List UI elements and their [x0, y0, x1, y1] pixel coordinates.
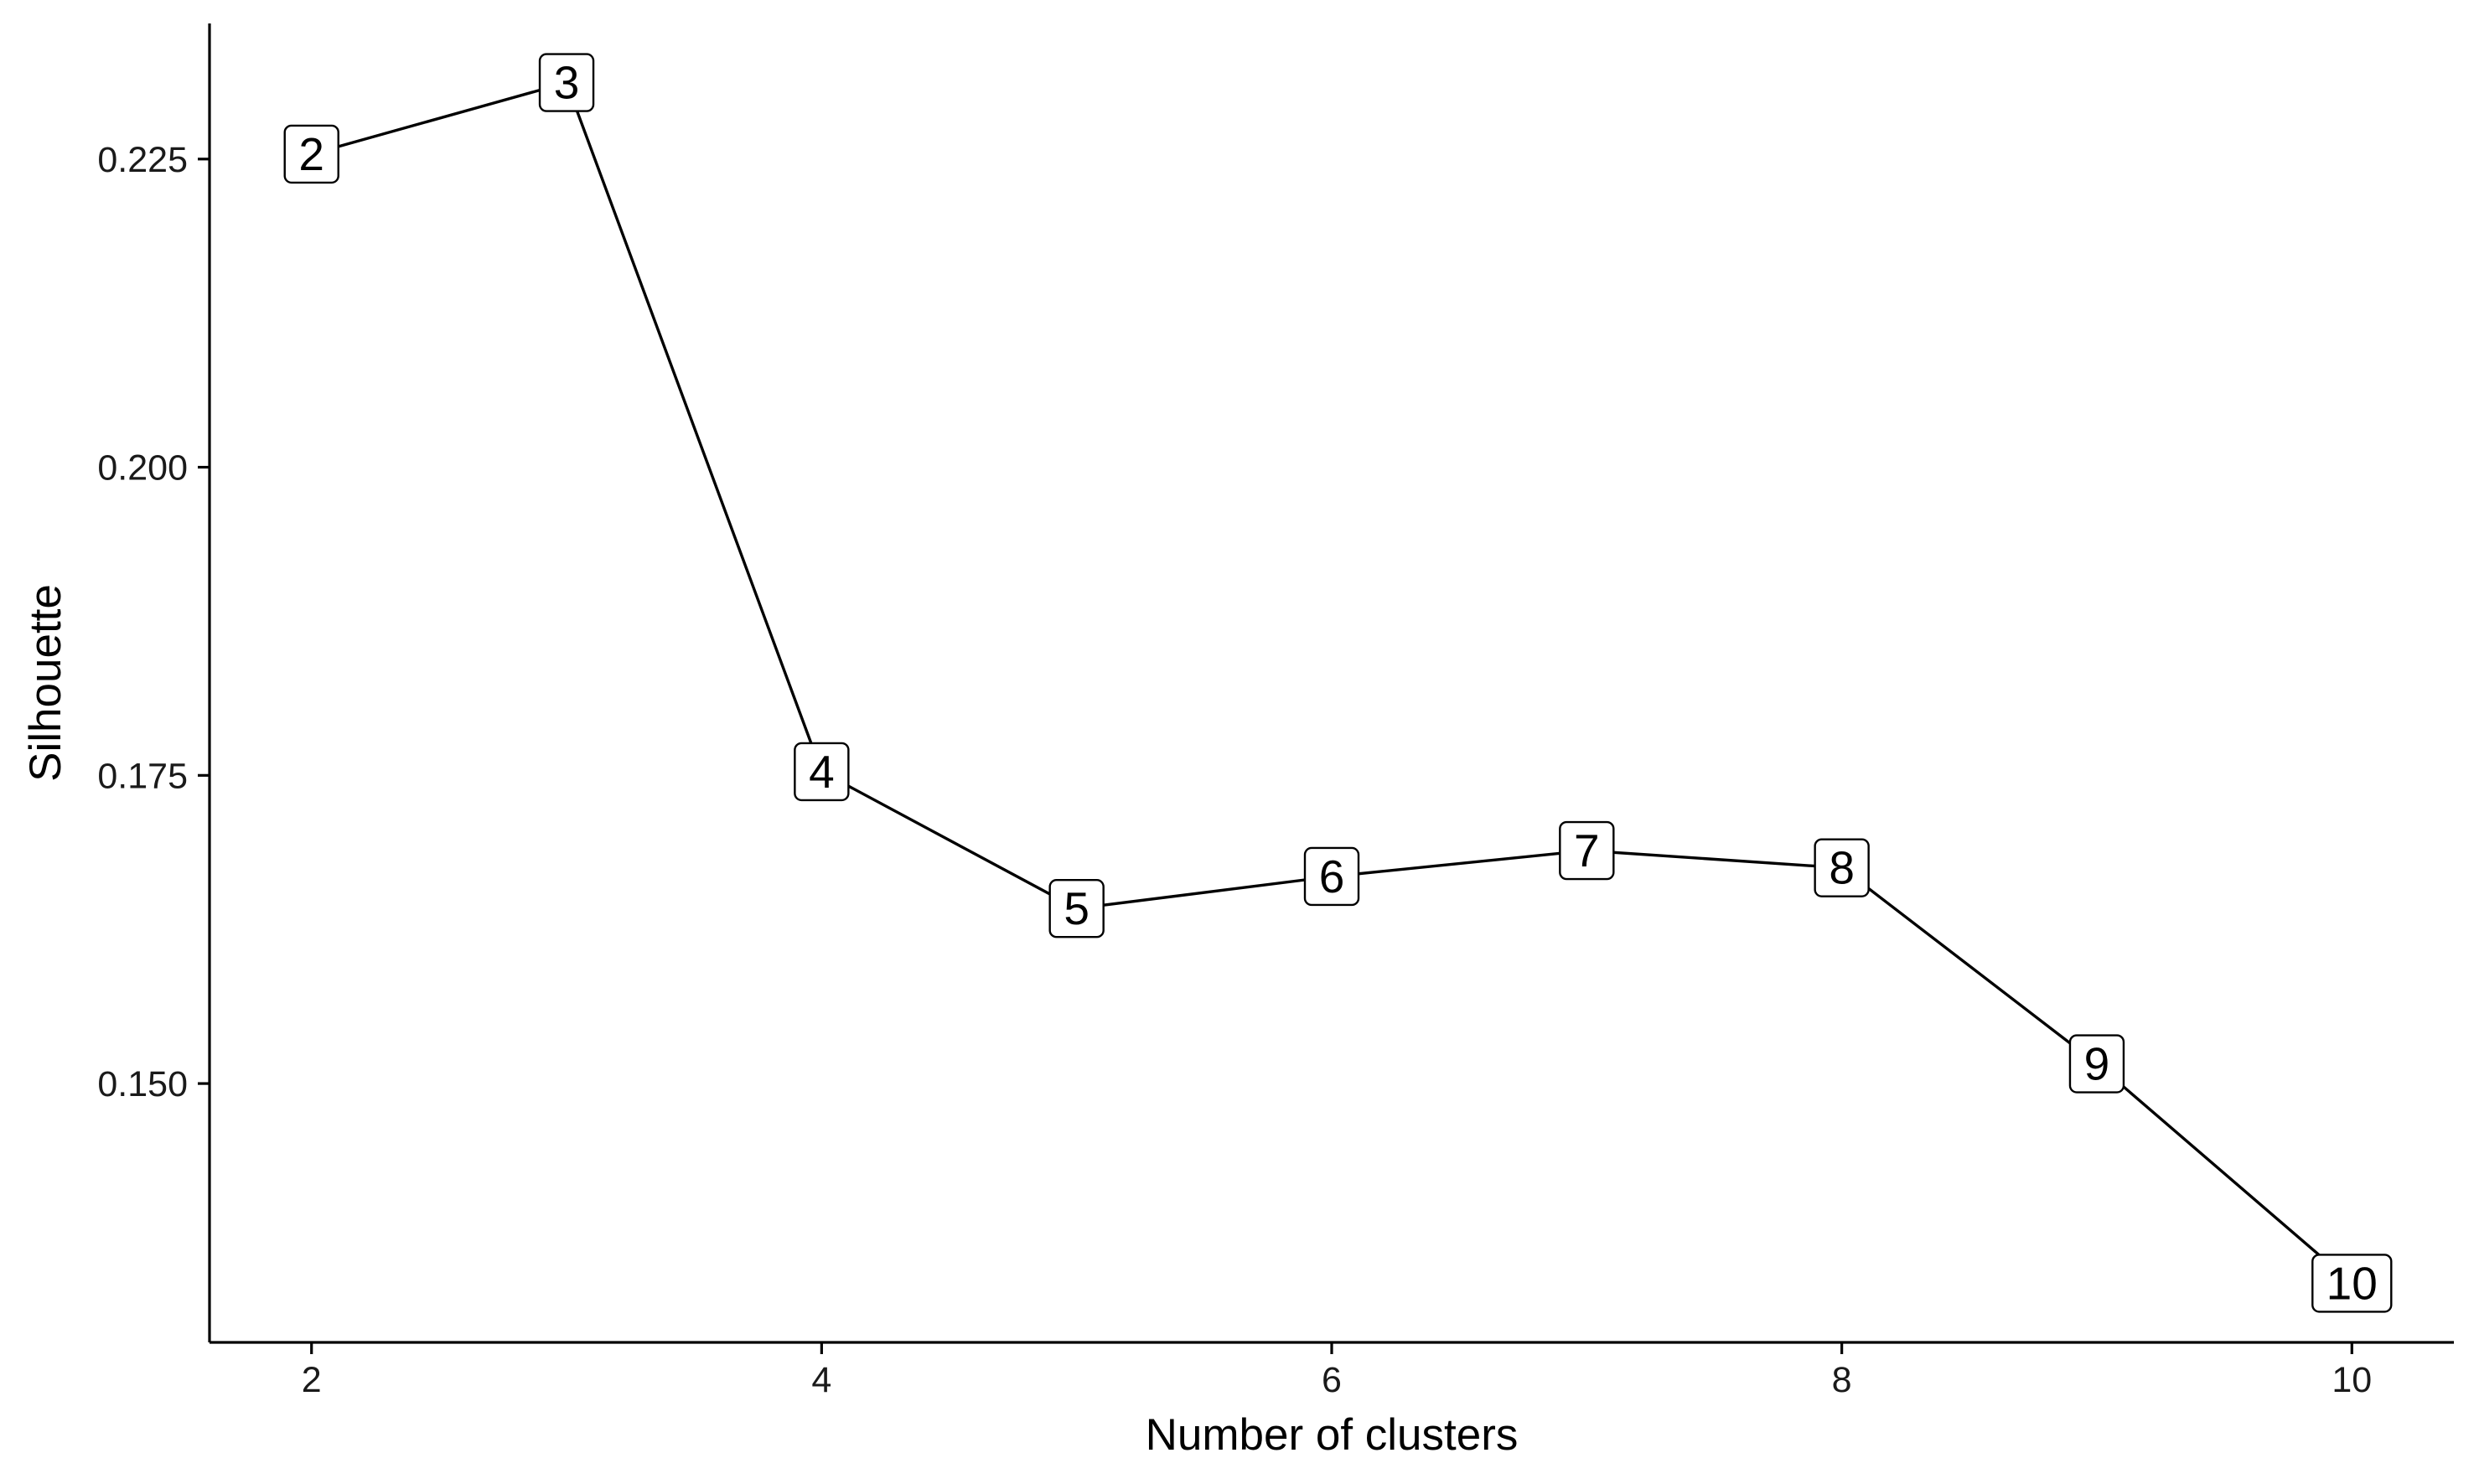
- point-label-text: 4: [809, 746, 835, 798]
- point-label-box: [538, 53, 595, 112]
- point-label-8: 8: [1814, 838, 1870, 897]
- y-tick-label: 0.175: [97, 756, 188, 796]
- point-label-box: [794, 742, 850, 802]
- point-label-box: [1559, 820, 1615, 881]
- point-label-box: [2068, 1034, 2125, 1094]
- point-label-text: 8: [1829, 842, 1855, 894]
- point-label-3: 3: [538, 53, 595, 112]
- point-label-box: [1048, 878, 1105, 938]
- point-label-box: [2311, 1254, 2393, 1313]
- point-label-text: 9: [2084, 1038, 2110, 1090]
- x-tick-label: 10: [2332, 1360, 2372, 1400]
- point-label-text: 7: [1574, 825, 1600, 876]
- x-tick-label: 2: [302, 1360, 322, 1400]
- point-label-box: [1814, 838, 1870, 897]
- y-tick-label: 0.150: [97, 1064, 188, 1104]
- point-label-5: 5: [1048, 878, 1105, 938]
- point-label-9: 9: [2068, 1034, 2125, 1094]
- point-label-6: 6: [1303, 846, 1360, 907]
- point-label-2: 2: [283, 124, 339, 184]
- point-label-box: [283, 124, 339, 184]
- point-label-text: 10: [2326, 1257, 2378, 1309]
- y-axis-title: Silhouette: [21, 584, 70, 782]
- point-label-text: 6: [1319, 851, 1345, 902]
- x-axis-ticks: 2 4 6 8 10: [302, 1342, 2372, 1400]
- point-label-10: 10: [2311, 1254, 2393, 1313]
- point-label-7: 7: [1559, 820, 1615, 881]
- y-tick-label: 0.200: [97, 448, 188, 489]
- x-tick-label: 6: [1322, 1360, 1342, 1400]
- point-label-text: 3: [554, 57, 580, 109]
- point-label-text: 2: [298, 128, 324, 180]
- point-label-box: [1303, 846, 1360, 907]
- y-axis-ticks: 0.150 0.175 0.200 0.225: [97, 140, 210, 1104]
- y-tick-label: 0.225: [97, 140, 188, 180]
- x-tick-label: 4: [811, 1360, 831, 1400]
- point-label-4: 4: [794, 742, 850, 802]
- point-labels: 2 3 4 5 6 7 8 9 10: [283, 53, 2393, 1313]
- x-tick-label: 8: [1832, 1360, 1852, 1400]
- plot-area: 2 3 4 5 6 7 8 9 10: [283, 53, 2393, 1313]
- x-axis-title: Number of clusters: [1146, 1410, 1519, 1460]
- point-label-text: 5: [1064, 882, 1089, 934]
